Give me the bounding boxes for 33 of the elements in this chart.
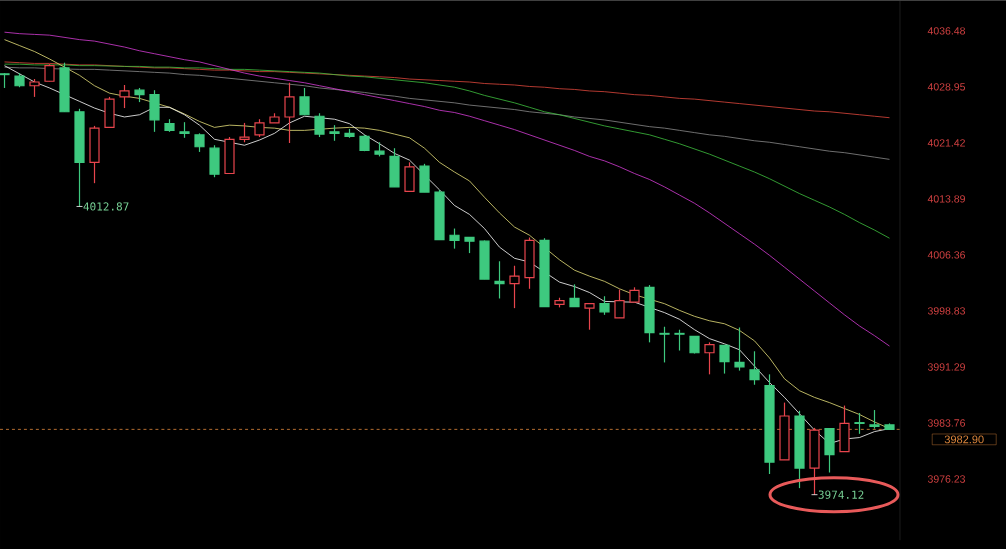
candlestick xyxy=(614,288,625,319)
ref-line-label: 3982.90 xyxy=(944,435,984,444)
candlestick xyxy=(569,283,580,308)
candlestick xyxy=(284,82,295,144)
y-tick-label: 4006.36 xyxy=(927,251,965,259)
candlestick xyxy=(749,350,760,386)
candlestick xyxy=(704,341,715,375)
y-tick-label: 3998.83 xyxy=(927,307,965,315)
y-tick-label: 3991.29 xyxy=(927,363,965,371)
candlestick xyxy=(599,295,610,316)
y-tick-label: 4028.95 xyxy=(927,83,966,91)
candlestick xyxy=(314,112,325,138)
y-tick-label: 3976.23 xyxy=(927,475,965,483)
candlestick xyxy=(494,260,505,299)
candlestick xyxy=(584,302,595,331)
candlestick xyxy=(509,265,520,309)
annotation: 4012.87 xyxy=(83,202,129,211)
annotation: 3974.12 xyxy=(818,490,864,499)
y-tick-label: 3983.76 xyxy=(927,419,965,427)
candlestick xyxy=(239,122,250,143)
candlestick xyxy=(449,227,460,250)
candlestick xyxy=(854,412,865,435)
candlestick xyxy=(659,326,670,363)
candlestick xyxy=(119,84,130,109)
y-tick-label: 4021.42 xyxy=(927,139,965,147)
candlestick xyxy=(734,326,745,372)
candlestick xyxy=(869,409,880,430)
candlestick xyxy=(194,132,205,153)
candlestick xyxy=(674,329,685,352)
candlestick xyxy=(719,344,730,375)
candlestick xyxy=(299,87,310,116)
y-tick-label: 4013.89 xyxy=(927,195,965,203)
y-tick-label: 4036.48 xyxy=(927,27,966,35)
